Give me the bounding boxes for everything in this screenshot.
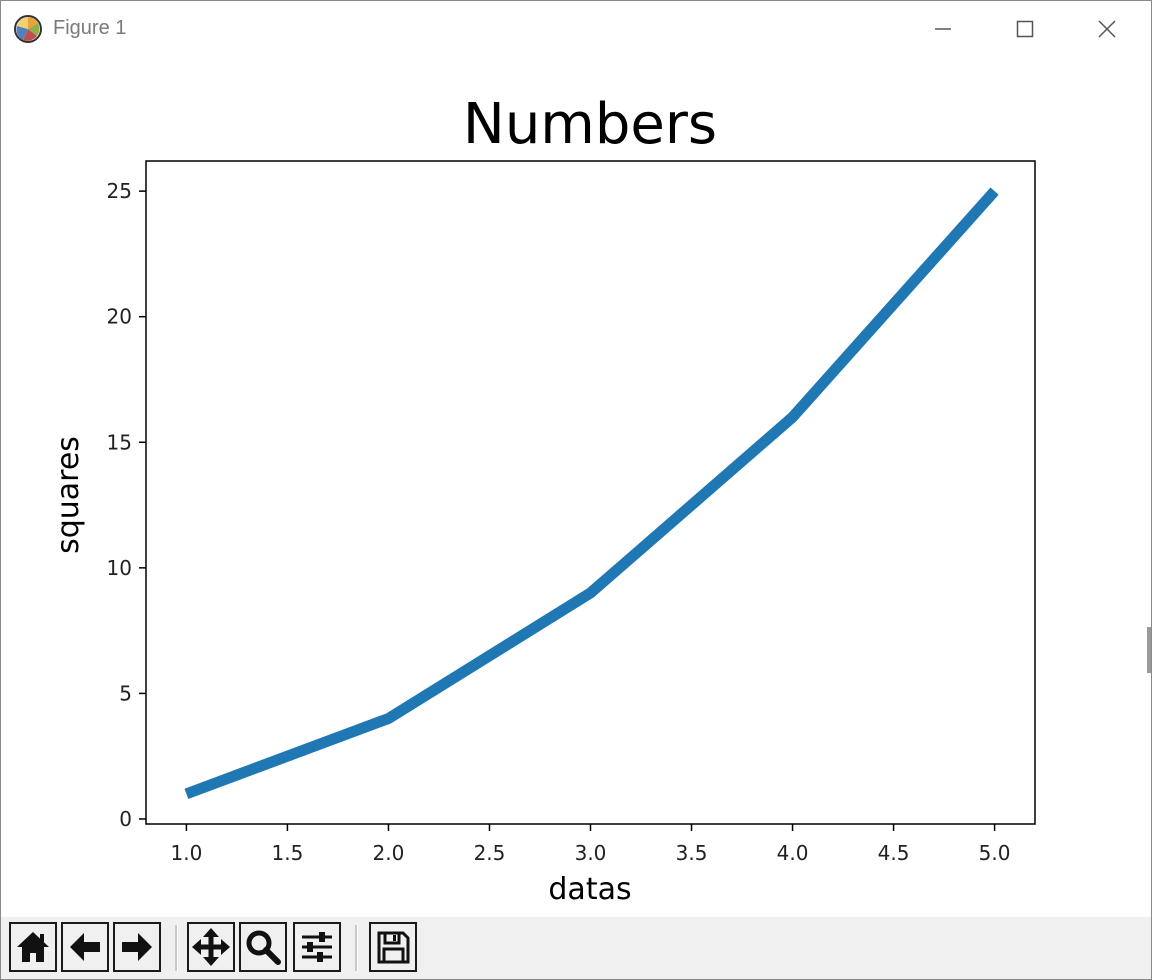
y-tick-label: 15 [107,430,132,454]
chart-canvas[interactable]: Numbers 1.0 1.5 2.0 2.5 3.0 3.5 4.0 4.5 5.0 0 5 10 1… [1,57,1151,917]
close-button[interactable] [1077,9,1137,49]
y-tick-label: 0 [119,807,132,831]
floppy-disk-icon [377,931,410,964]
toolbar-separator [175,925,178,971]
x-tick-label: 2.5 [474,841,506,865]
x-tick-label: 3.5 [676,841,708,865]
forward-button[interactable] [113,922,161,972]
plot-area [145,160,1036,825]
close-icon [1098,20,1116,38]
title-bar: Figure 1 [1,1,1151,57]
home-icon [17,932,49,962]
chart-title: Numbers [463,92,717,157]
move-icon [192,928,230,966]
pan-button[interactable] [187,922,235,972]
maximize-icon [1016,20,1034,38]
sliders-icon [302,932,332,962]
x-tick-label: 3.0 [575,841,607,865]
toolbar-separator [355,925,358,971]
x-axis-label: datas [548,872,631,907]
window-edge [1147,627,1151,673]
zoom-button[interactable] [239,922,287,972]
x-tick-label: 5.0 [979,841,1011,865]
save-button[interactable] [369,922,417,972]
configure-subplots-button[interactable] [293,922,341,972]
x-tick-label: 4.0 [777,841,809,865]
arrow-left-icon [70,933,100,961]
matplotlib-logo-icon [14,15,42,43]
home-button[interactable] [9,922,57,972]
x-tick-label: 1.0 [171,841,203,865]
navigation-toolbar [1,917,1151,979]
y-tick-label: 20 [107,305,132,329]
window-title: Figure 1 [53,17,127,39]
y-tick-label: 10 [107,556,132,580]
arrow-right-icon [122,933,152,961]
y-tick-label: 25 [107,179,132,203]
minimize-button[interactable] [913,9,973,49]
x-tick-label: 1.5 [272,841,304,865]
back-button[interactable] [61,922,109,972]
x-tick-label: 2.0 [373,841,405,865]
x-tick-label: 4.5 [878,841,910,865]
y-axis-label: squares [51,436,86,554]
magnifier-icon [246,930,281,965]
y-tick-label: 5 [119,681,132,705]
minimize-icon [935,28,951,30]
maximize-button[interactable] [995,9,1055,49]
